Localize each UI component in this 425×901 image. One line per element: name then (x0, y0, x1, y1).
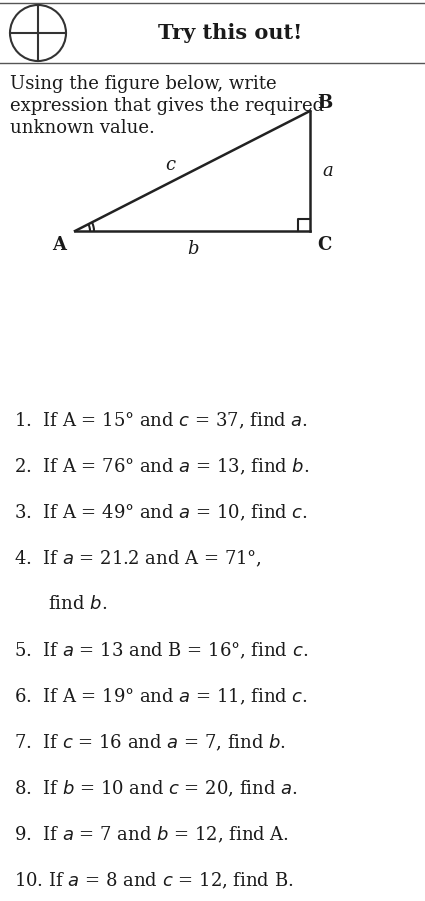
Text: 3.  If A = 49° and $a$ = 10, find $c$.: 3. If A = 49° and $a$ = 10, find $c$. (14, 503, 308, 523)
Text: 2.  If A = 76° and $a$ = 13, find $b$.: 2. If A = 76° and $a$ = 13, find $b$. (14, 457, 309, 478)
Text: unknown value.: unknown value. (10, 119, 155, 137)
Text: 6.  If A = 19° and $a$ = 11, find $c$.: 6. If A = 19° and $a$ = 11, find $c$. (14, 687, 308, 707)
Text: 8.  If $b$ = 10 and $c$ = 20, find $a$.: 8. If $b$ = 10 and $c$ = 20, find $a$. (14, 779, 297, 799)
Text: 5.  If $a$ = 13 and B = 16°, find $c$.: 5. If $a$ = 13 and B = 16°, find $c$. (14, 641, 308, 661)
Text: 7.  If $c$ = 16 and $a$ = 7, find $b$.: 7. If $c$ = 16 and $a$ = 7, find $b$. (14, 733, 286, 753)
Text: 1.  If A = 15° and $c$ = 37, find $a$.: 1. If A = 15° and $c$ = 37, find $a$. (14, 411, 308, 432)
Text: B: B (317, 94, 333, 112)
Text: find $b$.: find $b$. (14, 595, 107, 613)
Text: Using the figure below, write: Using the figure below, write (10, 75, 277, 93)
Text: A: A (52, 236, 66, 254)
Text: Try this out!: Try this out! (158, 23, 302, 43)
Text: 9.  If $a$ = 7 and $b$ = 12, find A.: 9. If $a$ = 7 and $b$ = 12, find A. (14, 825, 289, 845)
Text: C: C (317, 236, 331, 254)
Text: c: c (165, 156, 176, 174)
Text: b: b (187, 240, 198, 258)
Text: a: a (323, 162, 333, 180)
Text: expression that gives the required: expression that gives the required (10, 97, 324, 115)
Text: 10. If $a$ = 8 and $c$ = 12, find B.: 10. If $a$ = 8 and $c$ = 12, find B. (14, 871, 294, 891)
Text: 4.  If $a$ = 21.2 and A = 71°,: 4. If $a$ = 21.2 and A = 71°, (14, 549, 262, 569)
Circle shape (10, 5, 66, 61)
